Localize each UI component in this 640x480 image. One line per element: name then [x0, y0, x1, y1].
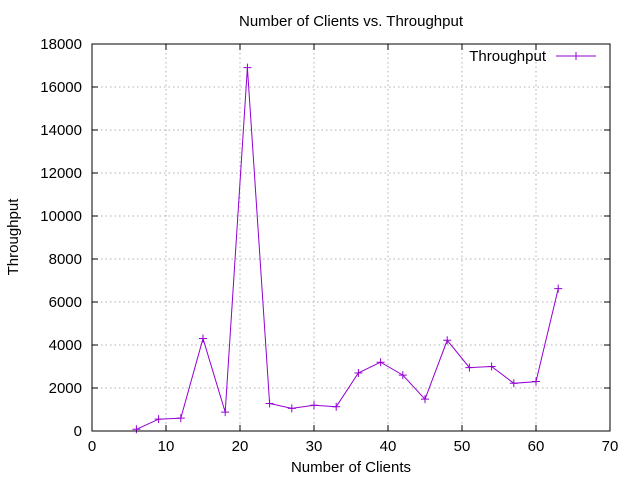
data-point: [154, 415, 163, 424]
data-point: [554, 284, 563, 293]
series-line: [136, 67, 559, 430]
series-layer: [132, 63, 563, 434]
x-tick-label: 60: [528, 438, 545, 455]
grid-layer: [92, 44, 610, 431]
data-point: [532, 377, 540, 386]
plot-frame: [91, 43, 611, 432]
data-point: [132, 425, 141, 434]
y-tick-label: 10000: [40, 208, 82, 225]
x-tick-label: 0: [88, 438, 96, 455]
data-point: [421, 395, 429, 404]
data-point: [376, 358, 385, 367]
x-tick-label: 10: [158, 438, 175, 455]
data-point: [354, 368, 363, 377]
data-point: [176, 414, 185, 423]
x-tick-label: 30: [306, 438, 323, 455]
y-tick-label: 18000: [40, 36, 82, 53]
chart-title: Number of Clients vs. Throughput: [239, 13, 464, 30]
data-point: [287, 404, 296, 413]
x-tick-label: 50: [454, 438, 471, 455]
data-point: [487, 362, 496, 371]
x-tick-label: 20: [232, 438, 249, 455]
data-point: [398, 371, 407, 380]
ticks-layer: 0 10 20 30 40 50 60 70 0 2000 4000 6000 8000 10000 120…: [40, 36, 618, 455]
data-point: [265, 399, 274, 408]
data-point: [465, 363, 474, 372]
data-point: [243, 63, 252, 72]
data-point: [199, 334, 207, 343]
legend: Throughput: [469, 48, 596, 65]
x-axis-label: Number of Clients: [291, 459, 411, 476]
y-tick-label: 4000: [49, 337, 82, 354]
data-point: [310, 401, 318, 410]
data-point: [221, 408, 230, 417]
x-tick-label: 40: [380, 438, 397, 455]
data-point: [332, 402, 341, 411]
x-tick-label: 70: [602, 438, 619, 455]
legend-label: Throughput: [469, 48, 547, 65]
data-point: [509, 379, 518, 388]
y-tick-label: 12000: [40, 165, 82, 182]
legend-marker: [572, 52, 580, 60]
y-axis-label: Throughput: [5, 198, 22, 276]
data-point: [443, 336, 452, 345]
y-tick-label: 6000: [49, 294, 82, 311]
y-tick-label: 14000: [40, 122, 82, 139]
y-tick-label: 0: [74, 423, 82, 440]
y-tick-label: 8000: [49, 251, 82, 268]
y-tick-label: 16000: [40, 79, 82, 96]
y-tick-label: 2000: [49, 380, 82, 397]
